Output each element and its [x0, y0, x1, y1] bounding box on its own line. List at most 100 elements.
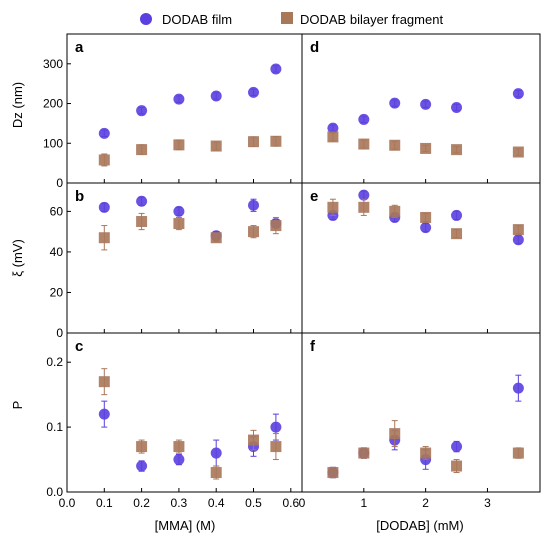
- point-fragment-c-4: [248, 434, 260, 446]
- point-fragment-d-1: [358, 138, 370, 150]
- legend-marker-fragment: [281, 12, 293, 24]
- point-fragment-b-1: [136, 216, 148, 228]
- point-fragment-a-5: [270, 135, 282, 147]
- point-fragment-d-5: [512, 146, 524, 158]
- ytick-label-b-1: 20: [50, 285, 64, 299]
- panel-e: e: [301, 182, 541, 334]
- point-film-d-3: [420, 98, 432, 110]
- panel-letter-c: c: [75, 338, 83, 355]
- point-film-a-5: [270, 63, 282, 75]
- point-fragment-c-2: [173, 441, 185, 453]
- point-fragment-e-2: [389, 205, 401, 217]
- xlabel-right: [DODAB] (mM): [376, 518, 463, 533]
- panel-a: a 0 100 200 300: [43, 33, 303, 190]
- point-film-c-2: [173, 454, 185, 466]
- panel-letter-d: d: [310, 39, 319, 56]
- point-fragment-c-5: [270, 441, 282, 453]
- ytick-label-a-1: 100: [43, 136, 63, 150]
- ytick-label-a-3: 300: [43, 57, 63, 71]
- point-fragment-b-2: [173, 218, 185, 230]
- xtick-label-f-3: 3: [484, 496, 491, 510]
- panel-frame-f: [301, 332, 541, 493]
- point-fragment-e-1: [358, 201, 370, 213]
- point-fragment-e-5: [512, 224, 524, 236]
- xtick-label-c-6: 0.6: [282, 496, 299, 510]
- legend-label-film: DODAB film: [162, 12, 232, 27]
- xtick-label-f-0: 0: [299, 496, 306, 510]
- point-fragment-a-1: [136, 144, 148, 156]
- point-film-e-5: [512, 234, 524, 246]
- point-film-d-4: [451, 102, 463, 114]
- point-fragment-f-5: [512, 447, 524, 459]
- point-fragment-c-3: [210, 467, 222, 479]
- ytick-label-c-2: 0.2: [46, 355, 63, 369]
- xtick-label-c-5: 0.5: [245, 496, 262, 510]
- point-film-b-2: [173, 205, 185, 217]
- ytick-label-b-2: 40: [50, 245, 64, 259]
- point-fragment-b-4: [248, 226, 260, 238]
- point-film-d-2: [389, 97, 401, 109]
- point-fragment-f-4: [451, 460, 463, 472]
- point-film-b-4: [248, 199, 260, 211]
- panel-letter-b: b: [75, 188, 84, 205]
- point-film-e-1: [358, 189, 370, 201]
- point-film-a-3: [210, 90, 222, 102]
- point-film-d-5: [512, 88, 524, 100]
- point-fragment-f-2: [389, 428, 401, 440]
- point-film-a-1: [136, 105, 148, 117]
- ytick-label-c-1: 0.1: [46, 420, 63, 434]
- xtick-label-c-2: 0.2: [133, 496, 150, 510]
- point-film-b-1: [136, 195, 148, 207]
- point-fragment-e-4: [451, 228, 463, 240]
- xtick-label-c-0: 0.0: [59, 496, 76, 510]
- point-film-c-1: [136, 460, 148, 472]
- legend: DODAB film DODAB bilayer fragment: [140, 12, 443, 27]
- point-fragment-b-5: [270, 220, 282, 232]
- panel-letter-a: a: [75, 39, 84, 56]
- point-fragment-a-4: [248, 136, 260, 148]
- point-fragment-a-0: [98, 154, 110, 166]
- point-fragment-d-4: [451, 144, 463, 156]
- point-fragment-f-3: [420, 447, 432, 459]
- ytick-label-c-0: 0.0: [46, 485, 63, 499]
- point-film-f-4: [451, 441, 463, 453]
- ytick-label-b-3: 60: [50, 204, 64, 218]
- point-fragment-a-2: [173, 139, 185, 151]
- point-film-c-3: [210, 447, 222, 459]
- panel-letter-e: e: [310, 188, 318, 205]
- panel-frame-d: [301, 33, 541, 184]
- point-fragment-c-1: [136, 441, 148, 453]
- point-fragment-b-0: [98, 232, 110, 244]
- xlabel-left: [MMA] (M): [155, 518, 216, 533]
- legend-marker-film: [140, 13, 152, 25]
- point-fragment-f-0: [327, 467, 339, 479]
- ytick-label-b-0: 0: [56, 326, 63, 340]
- xtick-label-c-4: 0.4: [208, 496, 225, 510]
- ylabel-a: Dz (nm): [10, 82, 25, 128]
- panel-d: d: [301, 33, 541, 184]
- point-fragment-b-3: [210, 232, 222, 244]
- point-film-a-2: [173, 93, 185, 105]
- point-film-d-1: [358, 113, 370, 125]
- ylabel-b: ξ (mV): [10, 239, 25, 277]
- panel-b: b 0 20 40 60: [50, 182, 303, 340]
- xtick-label-f-2: 2: [422, 496, 429, 510]
- legend-label-fragment: DODAB bilayer fragment: [300, 12, 443, 27]
- ytick-label-a-2: 200: [43, 97, 63, 111]
- point-fragment-a-3: [210, 140, 222, 152]
- point-fragment-c-0: [98, 376, 110, 388]
- point-film-a-0: [98, 127, 110, 139]
- xtick-label-f-1: 1: [360, 496, 367, 510]
- panel-c: c 0.0 0.1 0.2 0.0 0.1 0.2 0.3 0.4 0.5 0.6: [46, 332, 303, 510]
- point-film-c-5: [270, 421, 282, 433]
- point-fragment-f-1: [358, 447, 370, 459]
- point-film-e-4: [451, 209, 463, 221]
- point-fragment-e-0: [327, 201, 339, 213]
- point-film-a-4: [248, 86, 260, 98]
- ylabel-c: P: [10, 401, 25, 410]
- point-film-b-0: [98, 201, 110, 213]
- point-film-e-3: [420, 222, 432, 234]
- point-film-f-5: [512, 382, 524, 394]
